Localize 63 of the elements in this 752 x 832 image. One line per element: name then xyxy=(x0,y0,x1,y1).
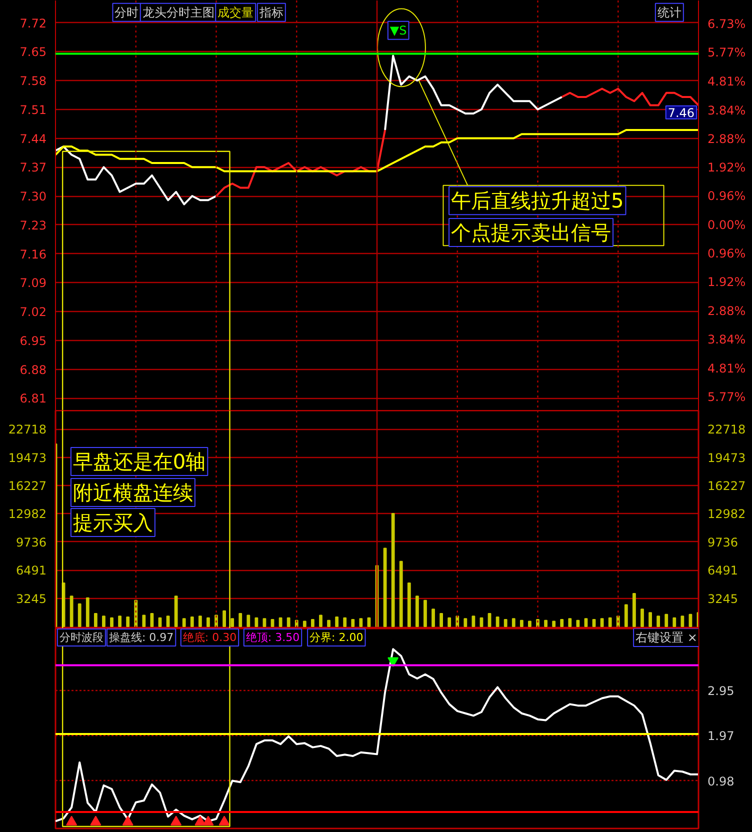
annotation: 成交量 xyxy=(218,5,254,20)
y2-tick-label: 4.81% xyxy=(708,74,746,88)
annotation: 早盘还是在0轴 xyxy=(72,450,206,474)
y-tick-label: 9736 xyxy=(16,535,47,550)
y-tick-label: 7.51 xyxy=(20,102,46,117)
y2-tick-label: 0.96% xyxy=(708,246,746,261)
annotation: 统计 xyxy=(657,5,682,20)
y2-tick-label: 0.98 xyxy=(708,774,734,788)
y2-tick-label: 2.88% xyxy=(708,132,746,146)
annotation: 附近横盘连续 xyxy=(72,480,193,504)
y-tick-label: 7.72 xyxy=(20,16,46,30)
y-tick-label: 3245 xyxy=(16,592,47,606)
y2-tick-label: 3245 xyxy=(708,592,738,606)
annotation: 龙头分时主图 xyxy=(142,5,214,20)
y-tick-label: 7.65 xyxy=(20,45,46,60)
annotation: 提示买入 xyxy=(72,510,153,535)
annotation: 分界: 2.00 xyxy=(310,631,364,644)
y-tick-label: 7.23 xyxy=(20,218,46,232)
annotation: 绝顶: 3.50 xyxy=(246,631,300,644)
annotation: ▼S xyxy=(390,23,407,38)
y2-tick-label: 6.73% xyxy=(708,17,746,32)
y2-tick-label: 0.00% xyxy=(708,218,746,232)
y2-tick-label: 1.92% xyxy=(708,160,746,175)
y-tick-label: 6.95 xyxy=(20,334,46,348)
y2-tick-label: 0.96% xyxy=(708,189,746,204)
y2-tick-label: 2.95 xyxy=(708,684,734,698)
y-tick-label: 22718 xyxy=(8,422,47,437)
annotation: 分时 xyxy=(114,5,139,20)
y2-tick-label: 5.77% xyxy=(708,46,746,60)
y-tick-label: 7.09 xyxy=(20,276,46,290)
annotation: 绝底: 0.30 xyxy=(182,631,237,644)
y-tick-label: 6.81 xyxy=(20,392,46,406)
y-tick-label: 16227 xyxy=(8,479,47,494)
y2-tick-label: 12982 xyxy=(708,507,746,522)
y-tick-label: 6.88 xyxy=(20,362,46,377)
y2-tick-label: 19473 xyxy=(708,450,746,465)
y2-tick-label: 22718 xyxy=(708,422,746,437)
y-tick-label: 7.37 xyxy=(20,160,46,175)
annotation: 指标 xyxy=(258,5,284,20)
y2-tick-label: 1.97 xyxy=(708,728,734,743)
y2-tick-label: 3.84% xyxy=(708,332,746,346)
y-tick-label: 7.16 xyxy=(20,247,46,262)
annotation: 个点提示卖出信号 xyxy=(451,220,612,245)
y-tick-label: 19473 xyxy=(8,450,47,465)
y-tick-label: 7.30 xyxy=(20,190,46,204)
y2-tick-label: 1.92% xyxy=(708,275,746,290)
annotation: 右键设置 × xyxy=(636,630,698,644)
y2-tick-label: 6491 xyxy=(708,564,738,578)
y2-tick-label: 2.88% xyxy=(708,304,746,318)
y-tick-label: 7.02 xyxy=(20,305,46,320)
annotation: 操盘线: 0.97 xyxy=(108,631,174,644)
annotation: 分时波段 xyxy=(59,631,104,644)
y-tick-label: 12982 xyxy=(8,507,47,522)
y2-tick-label: 3.84% xyxy=(708,103,746,118)
annotation: 7.46 xyxy=(668,106,695,120)
annotation: 午后直线拉升超过5 xyxy=(451,188,624,213)
y2-tick-label: 5.77% xyxy=(708,390,746,404)
y2-tick-label: 16227 xyxy=(708,479,746,494)
y2-tick-label: 4.81% xyxy=(708,361,746,376)
y-tick-label: 6491 xyxy=(16,564,47,578)
y-tick-label: 7.58 xyxy=(20,74,46,88)
y-tick-label: 7.44 xyxy=(20,132,46,146)
y2-tick-label: 9736 xyxy=(708,535,738,550)
